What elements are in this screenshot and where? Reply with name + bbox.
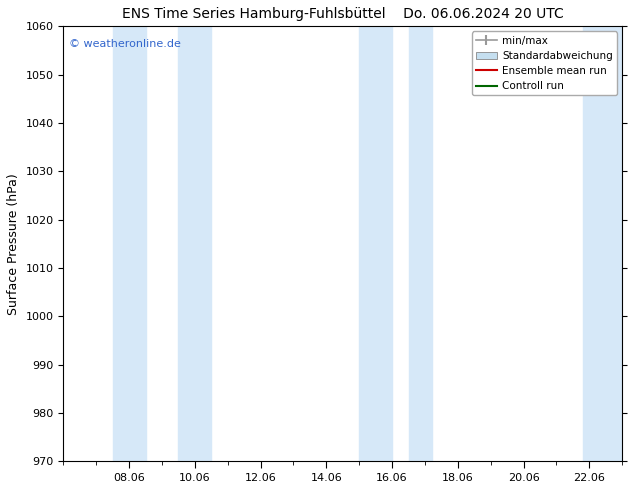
Bar xyxy=(359,26,392,461)
Bar xyxy=(583,26,622,461)
Bar xyxy=(178,26,211,461)
Bar xyxy=(113,26,146,461)
Legend: min/max, Standardabweichung, Ensemble mean run, Controll run: min/max, Standardabweichung, Ensemble me… xyxy=(472,31,617,96)
Title: ENS Time Series Hamburg-Fuhlsbüttel    Do. 06.06.2024 20 UTC: ENS Time Series Hamburg-Fuhlsbüttel Do. … xyxy=(122,7,564,21)
Bar xyxy=(408,26,432,461)
Text: © weatheronline.de: © weatheronline.de xyxy=(69,39,181,49)
Y-axis label: Surface Pressure (hPa): Surface Pressure (hPa) xyxy=(7,173,20,315)
